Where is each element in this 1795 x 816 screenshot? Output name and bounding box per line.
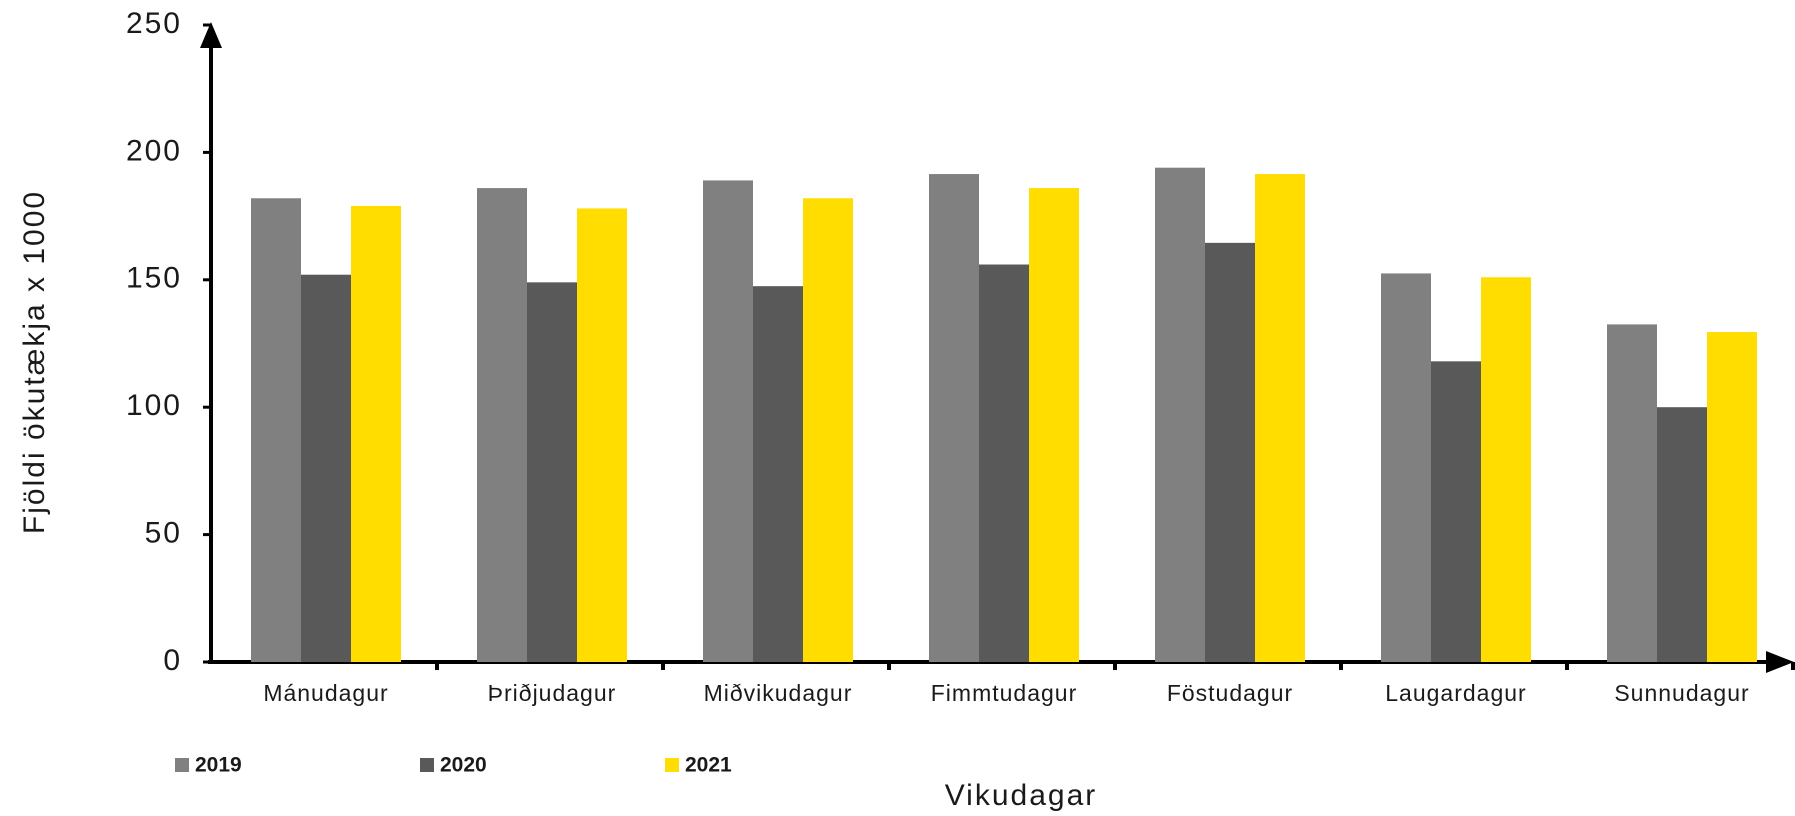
y-axis-title: Fjöldi ökutækja x 1000 — [18, 190, 51, 534]
bar — [301, 274, 351, 662]
y-tick-label: 150 — [126, 262, 182, 295]
y-tick-label: 100 — [126, 389, 182, 422]
y-tick-label: 200 — [126, 134, 182, 167]
bar — [753, 286, 803, 662]
bar — [577, 208, 627, 662]
legend-swatch — [175, 758, 189, 772]
bar — [1607, 324, 1657, 662]
x-axis-arrow — [1766, 651, 1794, 673]
bar — [1481, 277, 1531, 662]
bar — [979, 264, 1029, 662]
y-tick-label: 0 — [163, 644, 182, 677]
bar — [1255, 174, 1305, 663]
bar — [351, 205, 401, 662]
bar — [1029, 188, 1079, 662]
bar — [803, 198, 853, 662]
x-tick-label: Laugardagur — [1385, 680, 1526, 706]
bar — [929, 174, 979, 663]
x-tick-label: Föstudagur — [1167, 680, 1293, 706]
bar — [1657, 407, 1707, 662]
bar — [703, 180, 753, 663]
x-tick-label: Fimmtudagur — [931, 680, 1077, 706]
legend-label: 2021 — [685, 754, 732, 777]
x-tick-label: Miðvikudagur — [704, 680, 853, 706]
bar — [1205, 242, 1255, 662]
bar — [1431, 361, 1481, 662]
bar — [477, 188, 527, 662]
x-tick-label: Mánudagur — [263, 680, 388, 706]
legend-label: 2020 — [440, 754, 487, 777]
bar — [1707, 332, 1757, 662]
bar — [527, 282, 577, 662]
x-tick-label: Sunnudagur — [1614, 680, 1749, 706]
bar — [1381, 273, 1431, 662]
y-tick-label: 50 — [145, 517, 182, 550]
legend-swatch — [665, 758, 679, 772]
y-axis-arrow — [200, 22, 222, 48]
x-axis-title: Vikudagar — [945, 779, 1098, 812]
legend-label: 2019 — [195, 754, 242, 777]
bar — [251, 198, 301, 662]
bar — [1155, 167, 1205, 663]
legend-swatch — [420, 758, 434, 772]
y-tick-label: 250 — [126, 7, 182, 40]
x-tick-label: Þriðjudagur — [488, 680, 617, 706]
